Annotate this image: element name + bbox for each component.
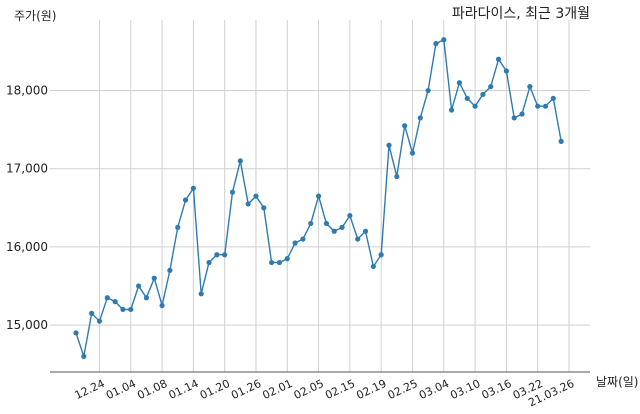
x-tick-label: 03.04 — [417, 377, 451, 402]
data-point — [409, 150, 416, 156]
chart-title: 파라다이스, 최근 3개월 — [452, 6, 590, 22]
data-point — [433, 41, 439, 47]
data-point — [261, 205, 267, 211]
data-point — [558, 138, 564, 144]
x-tick-label: 02.01 — [261, 377, 295, 402]
data-point — [96, 318, 103, 324]
data-point — [362, 228, 369, 234]
data-point — [214, 252, 220, 258]
data-point — [190, 185, 196, 191]
data-point — [503, 68, 509, 74]
data-point — [276, 259, 283, 266]
x-tick-label: 03.16 — [480, 377, 514, 402]
data-point — [182, 197, 189, 203]
x-tick-label: 01.14 — [167, 377, 201, 402]
y-tick-label: 15,000 — [6, 318, 48, 332]
y-tick-label: 18,000 — [6, 84, 48, 98]
data-point — [292, 240, 298, 246]
data-point — [370, 263, 376, 270]
y-tick-label: 17,000 — [6, 162, 48, 176]
data-point — [175, 224, 181, 230]
grid — [50, 20, 590, 372]
data-point — [449, 107, 455, 113]
x-tick-label: 01.20 — [198, 377, 232, 402]
data-point — [402, 123, 408, 129]
data-point — [441, 37, 447, 43]
data-point — [456, 80, 463, 86]
data-point — [472, 103, 478, 109]
data-point — [198, 291, 204, 297]
data-point — [253, 193, 259, 199]
x-tick-label: 02.19 — [354, 377, 388, 402]
data-point — [136, 283, 142, 289]
data-point — [535, 103, 541, 109]
data-point — [112, 299, 118, 305]
data-point — [308, 220, 314, 227]
data-point — [495, 56, 502, 62]
data-point — [394, 173, 400, 180]
data-point — [143, 295, 150, 301]
x-tick-label: 03.10 — [448, 377, 482, 402]
x-tick-label: 01.08 — [135, 377, 169, 402]
data-point — [511, 115, 517, 121]
data-point — [480, 91, 486, 98]
data-point — [519, 111, 525, 117]
price-points — [73, 37, 564, 359]
data-point — [73, 330, 79, 336]
data-point — [550, 95, 556, 101]
x-tick-label: 02.25 — [386, 377, 420, 402]
data-point — [89, 310, 95, 316]
data-point — [229, 189, 236, 195]
data-point — [527, 84, 533, 90]
y-tick-label: 16,000 — [6, 240, 48, 254]
data-point — [104, 295, 110, 301]
x-axis-label: 날짜(일) — [596, 375, 638, 389]
data-point — [542, 103, 549, 109]
data-point — [339, 224, 345, 230]
data-point — [323, 220, 329, 227]
data-point — [300, 236, 306, 242]
data-point — [245, 201, 251, 207]
data-point — [151, 275, 157, 281]
data-point — [237, 158, 243, 164]
data-point — [284, 256, 290, 262]
x-tick-label: 12.24 — [73, 377, 107, 402]
data-point — [269, 259, 275, 266]
data-point — [417, 115, 423, 121]
x-tick-label: 02.15 — [323, 377, 357, 402]
data-point — [167, 267, 173, 273]
data-point — [488, 84, 494, 90]
data-point — [355, 236, 361, 242]
data-point — [378, 252, 384, 258]
data-point — [464, 95, 470, 101]
data-point — [331, 228, 337, 234]
x-tick-label: 01.26 — [229, 377, 263, 402]
data-point — [347, 213, 353, 219]
data-point — [386, 142, 392, 148]
data-point — [81, 353, 87, 359]
data-point — [120, 306, 126, 313]
data-point — [425, 87, 431, 94]
x-tick-labels: 12.2401.0401.0801.1401.2001.2602.0102.05… — [73, 377, 577, 409]
x-tick-label: 01.04 — [104, 377, 138, 402]
data-point — [315, 193, 322, 199]
data-point — [128, 306, 134, 313]
data-point — [159, 302, 165, 309]
data-point — [206, 259, 212, 266]
x-tick-label: 02.05 — [292, 377, 326, 402]
y-tick-labels: 15,000 16,000 17,000 18,000 — [6, 84, 48, 333]
data-point — [222, 252, 228, 258]
y-axis-label: 주가(원) — [14, 9, 56, 23]
